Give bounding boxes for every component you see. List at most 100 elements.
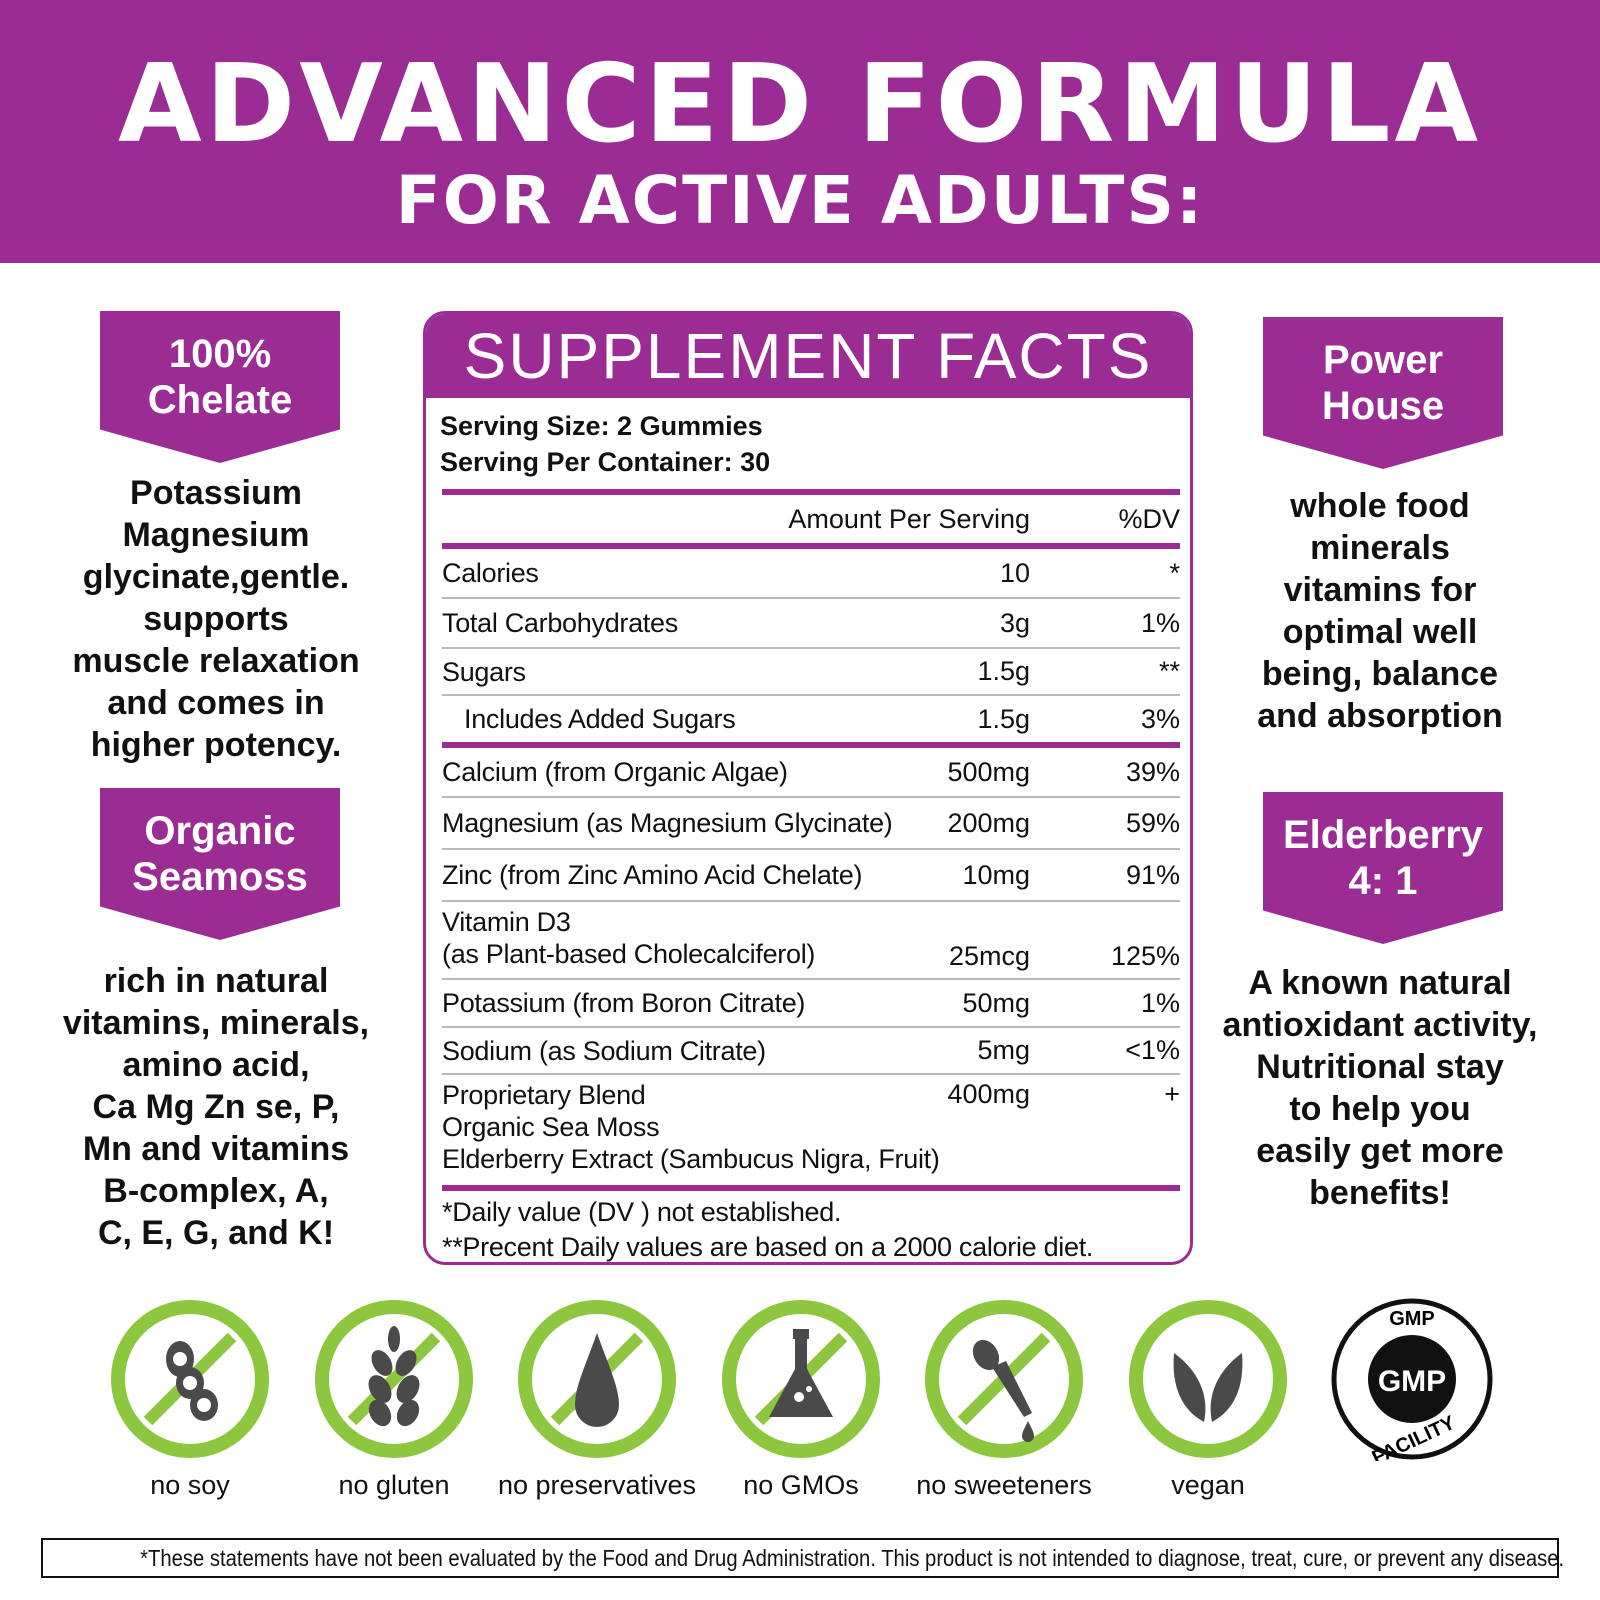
table-row: Magnesium (as Magnesium Glycinate) 200mg 5… — [442, 798, 1180, 848]
description-line: easily get more — [1256, 1132, 1504, 1170]
description-line: to help you — [1289, 1090, 1471, 1128]
amount: 200mg — [947, 807, 1030, 838]
description-line: Potassium — [130, 474, 302, 512]
headline: ADVANCED FORMULA — [117, 42, 1483, 167]
daily-value: 3% — [1140, 703, 1180, 734]
nutrient-name: (as Plant-based Cholecalciferol) — [442, 939, 816, 969]
badge-line: Chelate — [147, 378, 293, 422]
badge-line: 4: 1 — [1348, 859, 1418, 903]
nutrient-name: Sugars — [442, 656, 526, 687]
table-header: Amount Per Serving %DV — [442, 495, 1180, 543]
nutrient-name: Organic Sea Moss — [442, 1112, 660, 1142]
description-line: supports — [143, 600, 289, 638]
soy-icon — [108, 1297, 272, 1461]
description-line: vitamins, minerals, — [62, 1004, 370, 1042]
divider — [442, 694, 1180, 696]
divider — [442, 978, 1180, 980]
nutrient-name: Potassium (from Boron Citrate) — [442, 988, 806, 1018]
description-line: benefits! — [1309, 1174, 1451, 1212]
table-row: Calories 10 * — [442, 549, 1180, 597]
drop-icon — [515, 1297, 679, 1461]
amount: 10mg — [962, 859, 1030, 890]
badge-line: Power — [1322, 338, 1444, 382]
amount-header: Amount Per Serving — [788, 503, 1030, 534]
nutrient-name: Total Carbohydrates — [442, 608, 678, 638]
amount: 3g — [999, 607, 1030, 638]
footnote: **Precent Daily values are based on a 20… — [442, 1232, 1094, 1262]
description-line: A known natural — [1248, 964, 1512, 1002]
daily-value: <1% — [1125, 1035, 1180, 1065]
daily-value: 59% — [1125, 807, 1180, 838]
description-line: Mn and vitamins — [82, 1130, 350, 1168]
description-line: being, balance — [1261, 655, 1499, 693]
feature-badge: Organic Seamoss — [100, 788, 340, 940]
badge-label: no gluten — [338, 1470, 450, 1500]
daily-value: + — [1164, 1079, 1180, 1109]
table-row: Potassium (from Boron Citrate) 50mg 1% — [442, 980, 1180, 1026]
table-row: Zinc (from Zinc Amino Acid Chelate) 10mg 9… — [442, 850, 1180, 900]
dropper-icon — [922, 1297, 1086, 1461]
table-row: Sodium (as Sodium Citrate) 5mg <1% — [442, 1028, 1180, 1073]
nutrient-name: Magnesium (as Magnesium Glycinate) — [442, 808, 893, 838]
divider — [442, 597, 1180, 599]
nutrient-name: Vitamin D3 — [442, 907, 571, 937]
divider — [442, 1026, 1180, 1028]
badge-label: vegan — [1171, 1470, 1245, 1500]
description-line: optimal well — [1282, 613, 1478, 651]
feature-description: rich in natural vitamins, minerals, amino … — [26, 960, 406, 1254]
description-line: minerals — [1310, 529, 1450, 567]
amount: 10 — [999, 557, 1030, 588]
description-line: vitamins for — [1283, 571, 1477, 609]
amount: 500mg — [947, 756, 1030, 787]
dv-header: %DV — [1118, 503, 1180, 534]
footnote: *Daily value (DV ) not established. — [442, 1197, 842, 1227]
badge-line: 100% — [168, 332, 272, 376]
subheadline: FOR ACTIVE ADULTS: — [395, 162, 1205, 239]
badge-line: Seamoss — [132, 855, 308, 899]
nutrient-name: Sodium (as Sodium Citrate) — [442, 1035, 766, 1066]
svg-text:GMP: GMP — [1389, 1308, 1435, 1330]
feature-badge: 100% Chelate — [100, 311, 340, 463]
facts-table: Amount Per Serving %DV Calories 10 * Total … — [442, 489, 1180, 1262]
svg-text:GMP: GMP — [1378, 1365, 1446, 1398]
description-line: and absorption — [1257, 697, 1503, 735]
feature-description: A known natural antioxidant activity, Nutr… — [1190, 962, 1570, 1214]
description-line: amino acid, — [122, 1046, 310, 1084]
servings-per-container: Serving Per Container: 30 — [440, 447, 771, 477]
badge-label: no sweeteners — [916, 1470, 1092, 1500]
description-line: higher potency. — [90, 726, 342, 764]
description-line: whole food — [1290, 487, 1470, 525]
description-line: and comes in — [107, 684, 325, 722]
table-row: Proprietary Blend Organic Sea Moss Elderbe… — [442, 1075, 1180, 1185]
table-row: Calcium (from Organic Algae) 500mg 39% — [442, 748, 1180, 796]
description-line: antioxidant activity, — [1222, 1006, 1538, 1044]
wheat-icon — [312, 1297, 476, 1461]
feature-description: Potassium Magnesium glycinate,gentle. suppo… — [26, 472, 406, 766]
description-line: Ca Mg Zn se, P, — [92, 1088, 340, 1126]
amount: 5mg — [977, 1035, 1030, 1065]
gmp-icon: GMP GMP FACILITY — [1330, 1297, 1494, 1469]
feature-description: whole food minerals vitamins for optimal we… — [1190, 485, 1570, 737]
amount: 1.5g — [977, 656, 1030, 686]
daily-value: * — [1169, 557, 1180, 588]
badge-label: no soy — [150, 1470, 230, 1500]
header-banner: ADVANCED FORMULA FOR ACTIVE ADULTS: — [0, 0, 1600, 263]
leaf-icon — [1126, 1297, 1290, 1461]
nutrient-name: Calories — [442, 558, 539, 588]
description-line: Magnesium — [122, 516, 310, 554]
fda-disclaimer: *These statements have not been evaluate… — [41, 1538, 1564, 1578]
description-line: rich in natural — [103, 962, 329, 1000]
badge-label: no GMOs — [743, 1470, 859, 1500]
amount: 25mcg — [948, 941, 1030, 971]
nutrient-name: Zinc (from Zinc Amino Acid Chelate) — [442, 860, 863, 890]
badge-line: Elderberry — [1282, 813, 1484, 857]
divider — [442, 647, 1180, 649]
supplement-facts-panel: SUPPLEMENT FACTS Serving Size: 2 Gummies… — [423, 311, 1193, 1265]
amount: 50mg — [962, 987, 1030, 1018]
daily-value: 1% — [1140, 607, 1180, 638]
divider — [442, 742, 1180, 748]
daily-value: 125% — [1110, 941, 1180, 971]
description-line: Nutritional stay — [1256, 1048, 1504, 1086]
daily-value: 1% — [1140, 987, 1180, 1018]
amount: 1.5g — [977, 703, 1030, 734]
